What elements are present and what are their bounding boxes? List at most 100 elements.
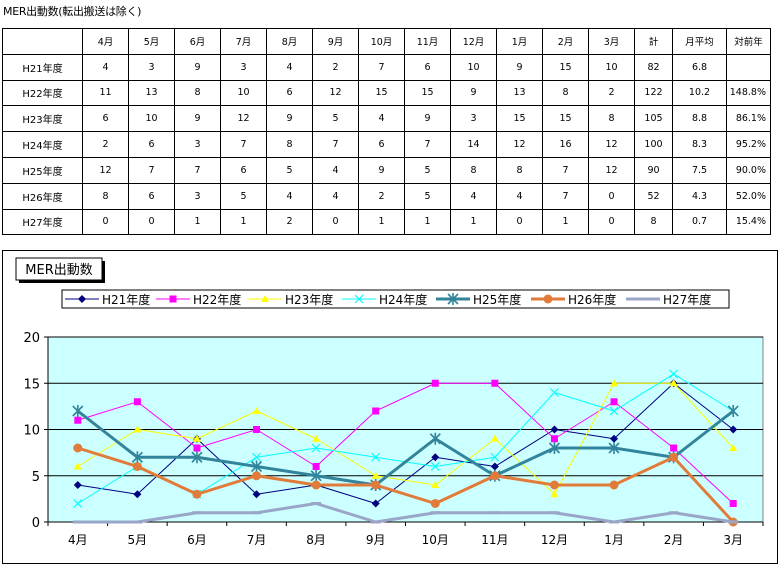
data-point — [252, 407, 261, 414]
table-cell: 1 — [450, 208, 497, 236]
table-cell: 7.5 — [672, 156, 727, 184]
table-cell: 0 — [82, 208, 129, 236]
data-point — [727, 405, 739, 417]
table-cell: 4 — [266, 53, 313, 81]
table-cell: 0 — [588, 182, 635, 210]
data-point — [311, 480, 321, 490]
table-cell: 5 — [404, 156, 451, 184]
legend-marker — [354, 294, 364, 304]
column-header: 5月 — [128, 28, 175, 55]
data-point — [371, 499, 380, 508]
table-cell: 3 — [128, 53, 175, 81]
table-cell: 6 — [128, 182, 175, 210]
table-cell: 5 — [312, 105, 359, 133]
row-label: H25年度 — [2, 156, 83, 184]
data-point — [550, 435, 558, 443]
data-point — [548, 442, 561, 454]
table-cell: 7 — [128, 156, 175, 184]
table-cell: 52.0% — [726, 182, 771, 210]
x-tick-label: 11月 — [481, 533, 508, 547]
data-point — [74, 416, 82, 424]
table-cell: 8 — [496, 156, 543, 184]
table-cell: 8 — [542, 79, 589, 107]
data-point — [609, 480, 619, 490]
y-tick-label: 0 — [32, 516, 40, 531]
x-tick-label: 1月 — [604, 533, 624, 547]
chart-title: MER出動数 — [25, 263, 92, 278]
row-label: H24年度 — [2, 131, 83, 158]
y-tick-label: 5 — [32, 470, 40, 485]
table-cell: 11 — [82, 79, 129, 107]
legend-marker — [169, 295, 177, 303]
data-point — [490, 434, 499, 442]
table-cell: 8 — [588, 105, 635, 133]
table-cell: 15 — [496, 105, 543, 133]
table-cell: 122 — [634, 79, 673, 107]
table-cell: 7 — [404, 131, 451, 158]
data-point — [192, 434, 201, 442]
table-cell: 0.7 — [672, 208, 727, 236]
table-cell: 82 — [634, 53, 673, 81]
data-point — [609, 406, 619, 416]
table-cell: 5 — [404, 182, 451, 210]
table-cell: 1 — [220, 208, 267, 236]
column-header: 10月 — [358, 28, 405, 55]
column-header: 11月 — [404, 28, 451, 55]
table-cell: 15 — [542, 105, 589, 133]
table-cell: 12 — [588, 156, 635, 184]
data-point — [253, 426, 261, 433]
data-point — [429, 432, 441, 445]
column-header: 1月 — [496, 28, 543, 55]
data-point — [729, 500, 737, 507]
table-cell: 2 — [82, 131, 129, 158]
data-point — [73, 481, 82, 489]
column-header: 計 — [634, 28, 673, 55]
data-point — [430, 462, 440, 471]
legend-marker — [543, 294, 553, 304]
table-cell: 15 — [358, 79, 405, 107]
table-cell: 0 — [588, 208, 635, 236]
data-point — [193, 444, 201, 452]
table-cell: 0 — [312, 208, 359, 236]
table-cell: 12 — [496, 131, 543, 158]
chart-title-box — [15, 257, 103, 281]
table-cell: 8.8 — [672, 105, 727, 133]
table-cell: 7 — [174, 156, 221, 184]
data-point — [491, 379, 499, 387]
table-cell: 0 — [496, 208, 543, 236]
row-label: H27年度 — [2, 208, 83, 236]
x-tick-label: 8月 — [306, 533, 326, 547]
table-cell: 9 — [358, 156, 405, 184]
table-cell: 4 — [82, 53, 129, 81]
x-tick-label: 6月 — [187, 533, 207, 547]
table-cell: 1 — [404, 208, 451, 236]
table-cell: 7 — [312, 131, 359, 158]
table-cell: 4 — [496, 182, 543, 210]
table-cell: 8 — [450, 156, 497, 184]
data-point — [371, 452, 381, 462]
data-point — [133, 425, 142, 433]
table-row: H23年度 6 10 9 12 9 5 4 9 3 15 15 8 105 8.8 86.1% — [2, 105, 771, 133]
legend-label: H25年度 — [473, 292, 521, 307]
series-6 — [73, 443, 738, 527]
table-row: H21年度 4 3 9 3 4 2 7 6 10 9 15 10 82 6.8 — [2, 53, 771, 81]
legend-box — [61, 289, 730, 309]
legend-marker — [78, 295, 86, 303]
legend-label: H23年度 — [285, 292, 333, 307]
x-tick-label: 10月 — [422, 533, 449, 547]
row-label: H22年度 — [2, 79, 83, 107]
table-cell: 10.2 — [672, 79, 727, 107]
data-table: 4月 5月 6月 7月 8月 9月 10月 11月 12月 1月 2月 3月計月平均 対前年 H21年度 4… — [2, 28, 771, 236]
table-cell: 12 — [588, 131, 635, 158]
line-chart: MER出動数 0 5 10 15 20 4月 5月 6月 7月 8月 9月 10月 11月 12月 1月 2月 3… — [15, 257, 764, 547]
series-2 — [74, 379, 737, 507]
series-7 — [72, 502, 739, 524]
table-cell: 4 — [450, 182, 497, 210]
table-cell: 9 — [174, 105, 221, 133]
data-point — [73, 499, 83, 508]
data-point — [310, 469, 322, 482]
x-tick-label: 9月 — [366, 533, 386, 547]
data-point — [610, 379, 619, 387]
table-cell: 10 — [588, 53, 635, 81]
table-cell: 7 — [220, 131, 267, 158]
